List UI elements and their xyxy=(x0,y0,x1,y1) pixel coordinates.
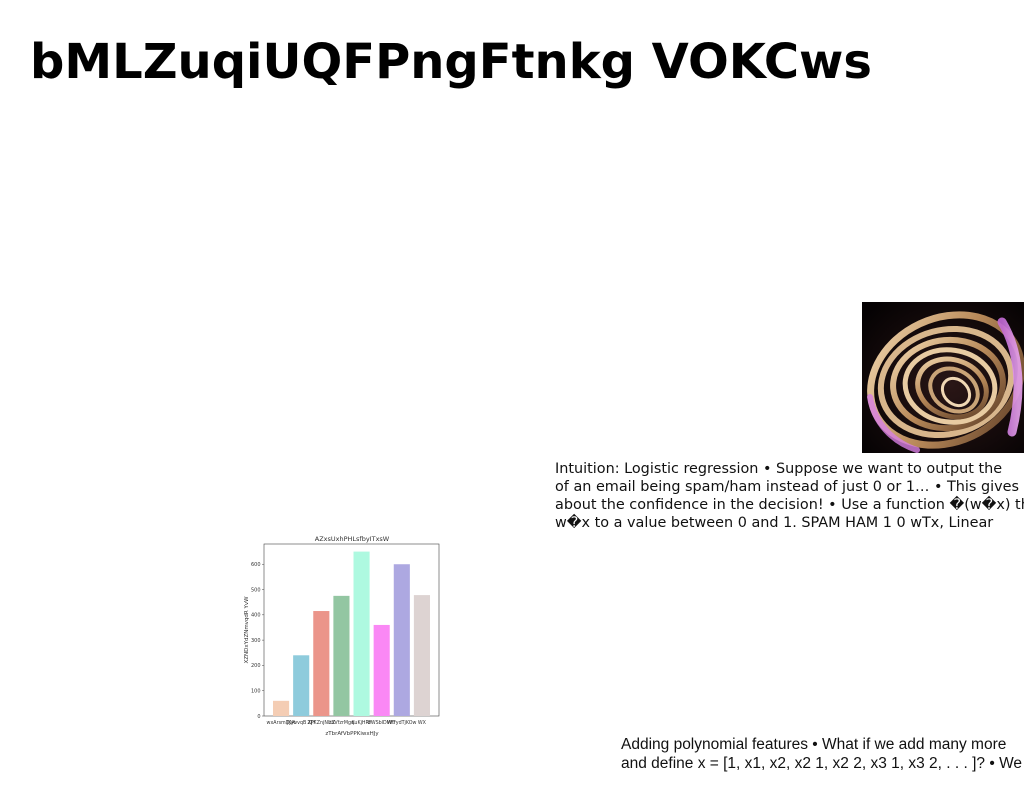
text-line: w�x to a value between 0 and 1. SPAM HAM… xyxy=(555,515,994,531)
text-line: about the confidence in the decision! • … xyxy=(555,497,1024,513)
abstract-spiral-photo xyxy=(862,302,1024,453)
bar-chart: AZxsUxhPHLsfbyITxsW XZNDxYdZNmvqdR YvW z… xyxy=(238,530,450,740)
x-tick-label: KuKjHRF xyxy=(352,720,372,726)
bar-8 xyxy=(413,595,430,716)
bar-chart-svg: AZxsUxhPHLsfbyITxsW XZNDxYdZNmvqdR YvW z… xyxy=(244,535,440,737)
text-line: Adding polynomial features • What if we … xyxy=(621,736,1007,753)
chart-y-axis-label: XZNDxYdZNmvqdR YvW xyxy=(244,596,250,664)
x-tick-label: zhVfzrMgq xyxy=(329,720,354,726)
x-tick-label: WtrydTjKOw xyxy=(387,720,416,726)
y-tick-label: 600 xyxy=(251,562,261,568)
chart-frame xyxy=(263,543,440,717)
intuition-text-block: Intuition: Logistic regression • Suppose… xyxy=(555,460,1024,532)
polynomial-text-block: Adding polynomial features • What if we … xyxy=(621,735,1024,773)
y-tick-label: 400 xyxy=(251,613,261,619)
x-tick-label: ZPKZnjNlLZ xyxy=(307,720,336,726)
bar-1 xyxy=(273,700,290,716)
y-tick-label: 100 xyxy=(251,689,261,695)
y-tick-label: 0 xyxy=(257,714,260,720)
page-title: bMLZuqiUQFPngFtnkg VOKCws xyxy=(30,34,872,90)
bar-2 xyxy=(293,655,310,716)
bar-3 xyxy=(313,611,330,716)
bar-6 xyxy=(373,624,390,716)
chart-x-axis-label: zTbrAfVbPPKiwxHJy xyxy=(325,731,379,737)
x-tick-label: wxArsmDJyt xyxy=(267,720,296,726)
text-line: and define x = [1, x1, x2, x2 1, x2 2, x… xyxy=(621,755,1023,772)
x-tick-label: WX xyxy=(418,720,427,726)
x-tick-label: bWSblDMfT xyxy=(368,720,396,726)
bar-7 xyxy=(393,564,410,716)
x-tick-label: JKAvvqB XJY xyxy=(286,720,316,726)
chart-title: AZxsUxhPHLsfbyITxsW xyxy=(315,535,390,543)
bar-5 xyxy=(353,551,370,716)
y-tick-label: 200 xyxy=(251,663,261,669)
y-tick-label: 500 xyxy=(251,587,261,593)
text-line: of an email being spam/ham instead of ju… xyxy=(555,479,1019,495)
text-line: Intuition: Logistic regression • Suppose… xyxy=(555,461,1003,477)
bar-4 xyxy=(333,595,350,716)
y-tick-label: 300 xyxy=(251,638,261,644)
spiral-image-svg xyxy=(862,302,1024,453)
